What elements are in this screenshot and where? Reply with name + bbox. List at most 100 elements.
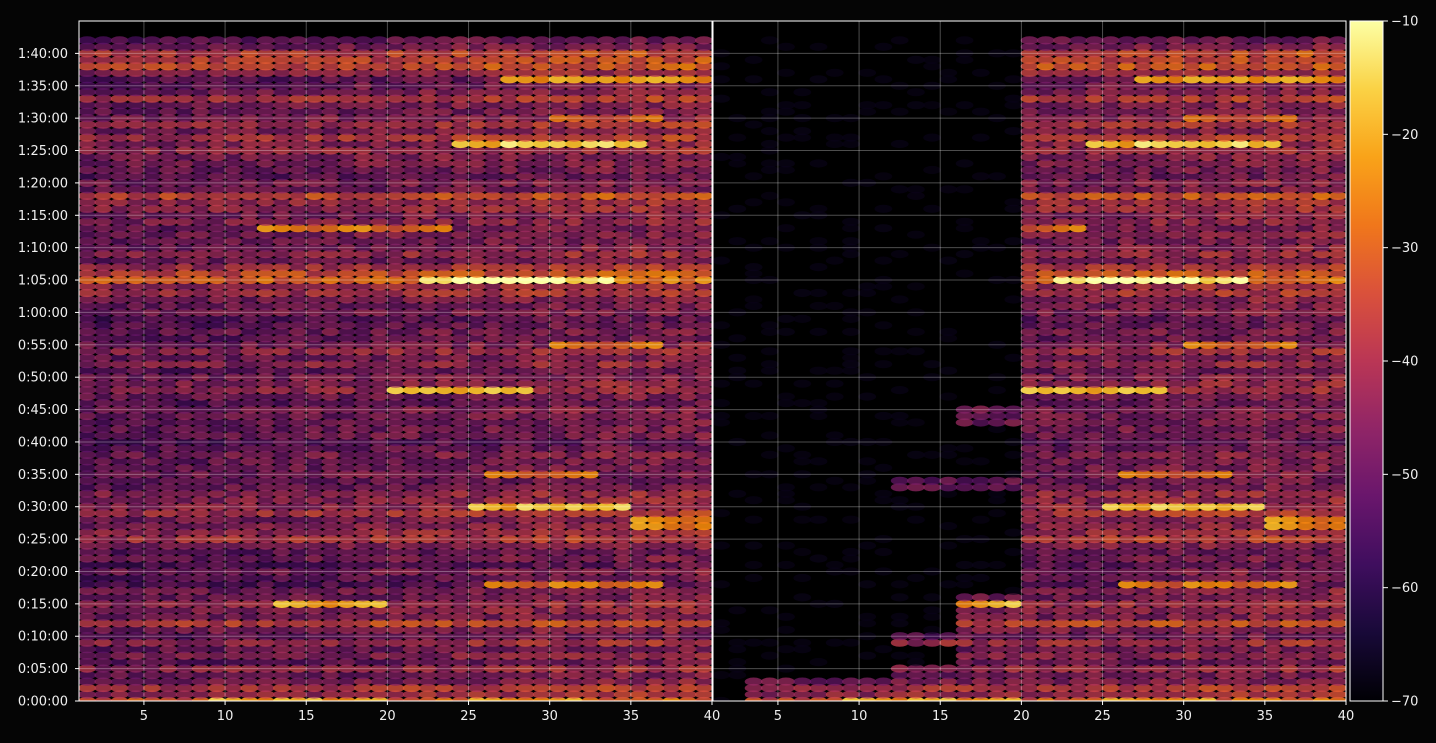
heat-cell [842, 483, 860, 491]
heat-cell [858, 542, 876, 550]
heat-cell [745, 496, 763, 504]
heat-cell [972, 593, 990, 601]
heat-cell [305, 36, 323, 44]
heatmap-left-panel [78, 36, 713, 705]
heat-cell [842, 678, 860, 686]
heat-cell [127, 36, 145, 44]
heat-cell [745, 678, 763, 686]
heat-cell [858, 678, 876, 686]
heat-cell [712, 580, 730, 588]
heat-cell [565, 36, 583, 44]
heat-cell [988, 509, 1006, 517]
heat-cell [549, 36, 567, 44]
heat-cell [907, 477, 925, 485]
heat-cell [793, 574, 811, 582]
heat-cell [354, 36, 372, 44]
heat-cell [598, 36, 616, 44]
heat-cell [907, 652, 925, 660]
heat-cell [728, 658, 746, 666]
heat-cell [923, 626, 941, 634]
heat-cell [793, 678, 811, 686]
heat-cell [273, 36, 291, 44]
heat-cell [826, 561, 844, 569]
heat-cell [419, 36, 437, 44]
heat-cell [810, 483, 828, 491]
heat-cell [810, 516, 828, 524]
heat-cell [435, 36, 453, 44]
heat-cell [679, 36, 697, 44]
heat-cell [663, 36, 681, 44]
heat-cell [745, 639, 763, 647]
heat-cell [923, 593, 941, 601]
heat-cell [907, 574, 925, 582]
heat-cell [777, 626, 795, 634]
heat-cell [712, 542, 730, 550]
heat-cell [712, 509, 730, 517]
heat-cell [111, 36, 129, 44]
heat-cell [891, 593, 909, 601]
heat-cell [745, 516, 763, 524]
heat-cell [614, 36, 632, 44]
heat-cell [500, 36, 518, 44]
heat-cell [858, 580, 876, 588]
heat-cell [516, 36, 534, 44]
heat-cell [322, 36, 340, 44]
heat-cell [630, 36, 648, 44]
heat-cell [793, 548, 811, 556]
heat-cell [728, 639, 746, 647]
heat-cell [875, 490, 893, 498]
heat-cell [875, 548, 893, 556]
heat-cell [939, 580, 957, 588]
heat-cell [695, 36, 713, 44]
heat-cell [875, 645, 893, 653]
heat-cell [891, 652, 909, 660]
heat-cell [777, 678, 795, 686]
heat-cell [956, 574, 974, 582]
heat-cell [745, 561, 763, 569]
heat-cell [1004, 529, 1022, 537]
heat-cell [972, 477, 990, 485]
heat-cell [842, 639, 860, 647]
heat-cell [907, 516, 925, 524]
heat-cell [1004, 587, 1022, 595]
heat-cell [761, 639, 779, 647]
heat-cell [1004, 548, 1022, 556]
heat-cell [939, 542, 957, 550]
heat-cell [452, 36, 470, 44]
heat-cell [875, 678, 893, 686]
heat-cell [891, 613, 909, 621]
heat-cell [988, 477, 1006, 485]
heat-cell [972, 574, 990, 582]
heat-cell [810, 678, 828, 686]
heat-cell [891, 496, 909, 504]
heat-cell [745, 574, 763, 582]
heat-cell [484, 36, 502, 44]
heat-cell [923, 606, 941, 614]
heat-cell [777, 483, 795, 491]
heat-cell [728, 490, 746, 498]
heat-cell [468, 36, 486, 44]
heat-cell [826, 639, 844, 647]
heat-cell [143, 36, 161, 44]
heat-cell [858, 613, 876, 621]
heat-cell [241, 36, 259, 44]
heat-cell [176, 36, 194, 44]
heat-cell [533, 36, 551, 44]
heat-cell [777, 542, 795, 550]
heat-cell [208, 36, 226, 44]
heat-cell [793, 516, 811, 524]
heat-cell [370, 36, 388, 44]
heat-cell [858, 652, 876, 660]
heat-cell [761, 652, 779, 660]
heat-cell [712, 671, 730, 679]
heat-cell [939, 522, 957, 530]
heat-cell [761, 678, 779, 686]
heat-cell [777, 645, 795, 653]
heat-cell [403, 36, 421, 44]
heat-cell [988, 593, 1006, 601]
heat-cell [826, 477, 844, 485]
heat-cell [777, 613, 795, 621]
heat-cell [78, 36, 96, 44]
